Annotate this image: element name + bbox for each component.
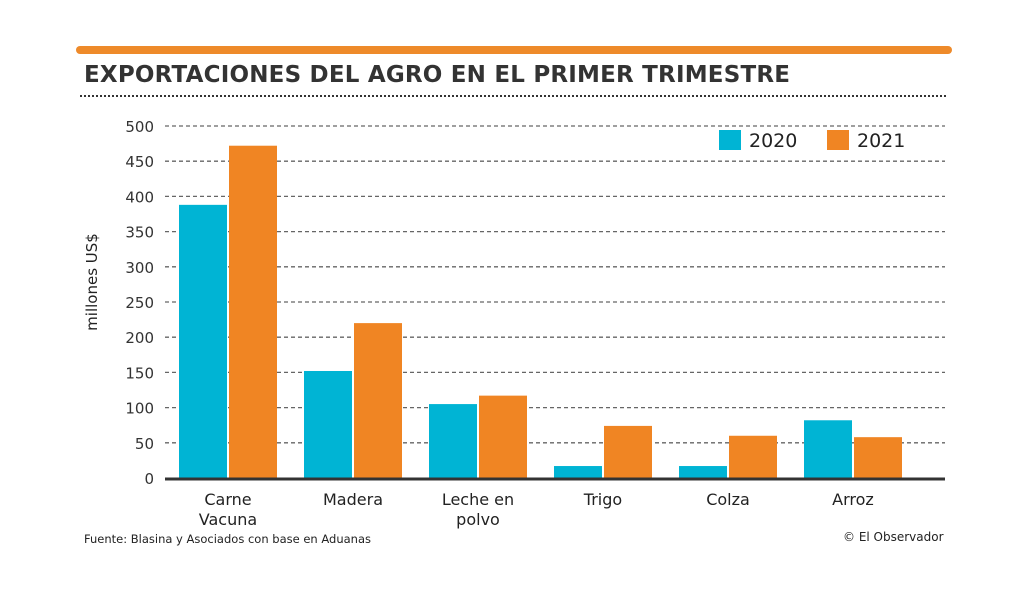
y-tick-label: 150 [125,364,154,382]
x-tick-label: Carne [204,490,251,509]
y-tick-label: 200 [125,329,154,347]
bar-2021 [479,395,527,478]
bar-2021 [604,425,652,478]
x-tick-label: Leche en [442,490,514,509]
x-tick-label: Trigo [583,490,622,509]
top-accent-bar [76,46,952,54]
legend-label: 2020 [749,130,797,152]
bar-2020 [304,370,352,478]
y-tick-label: 0 [144,470,154,488]
bar-2021 [354,323,402,478]
bar-2021 [729,435,777,478]
bar-2020 [804,420,852,478]
credit: © El Observador [843,530,944,544]
y-tick-label: 450 [125,153,154,171]
x-tick-label: Arroz [832,490,874,509]
y-tick-label: 500 [125,118,154,136]
bar-2021 [854,437,902,478]
chart-title: EXPORTACIONES DEL AGRO EN EL PRIMER TRIM… [84,62,791,88]
y-axis-label: millones US$ [83,233,101,331]
legend-swatch-2021 [827,130,849,150]
x-tick-label: Madera [323,490,383,509]
bar-2020 [429,404,477,478]
title-divider [80,95,946,97]
x-tick-label: Colza [706,490,750,509]
legend-label: 2021 [857,130,905,152]
x-tick-label: Vacuna [199,510,257,529]
legend-swatch-2020 [719,130,741,150]
y-tick-label: 300 [125,259,154,277]
bar-2020 [179,204,227,478]
source-note: Fuente: Blasina y Asociados con base en … [84,532,371,546]
bar-2020 [554,466,602,478]
y-tick-label: 250 [125,294,154,312]
y-tick-label: 350 [125,224,154,242]
y-tick-label: 50 [135,435,154,453]
y-tick-label: 400 [125,188,154,206]
bar-2020 [679,466,727,478]
x-tick-label: polvo [456,510,500,529]
y-tick-label: 100 [125,400,154,418]
bar-2021 [229,145,277,478]
